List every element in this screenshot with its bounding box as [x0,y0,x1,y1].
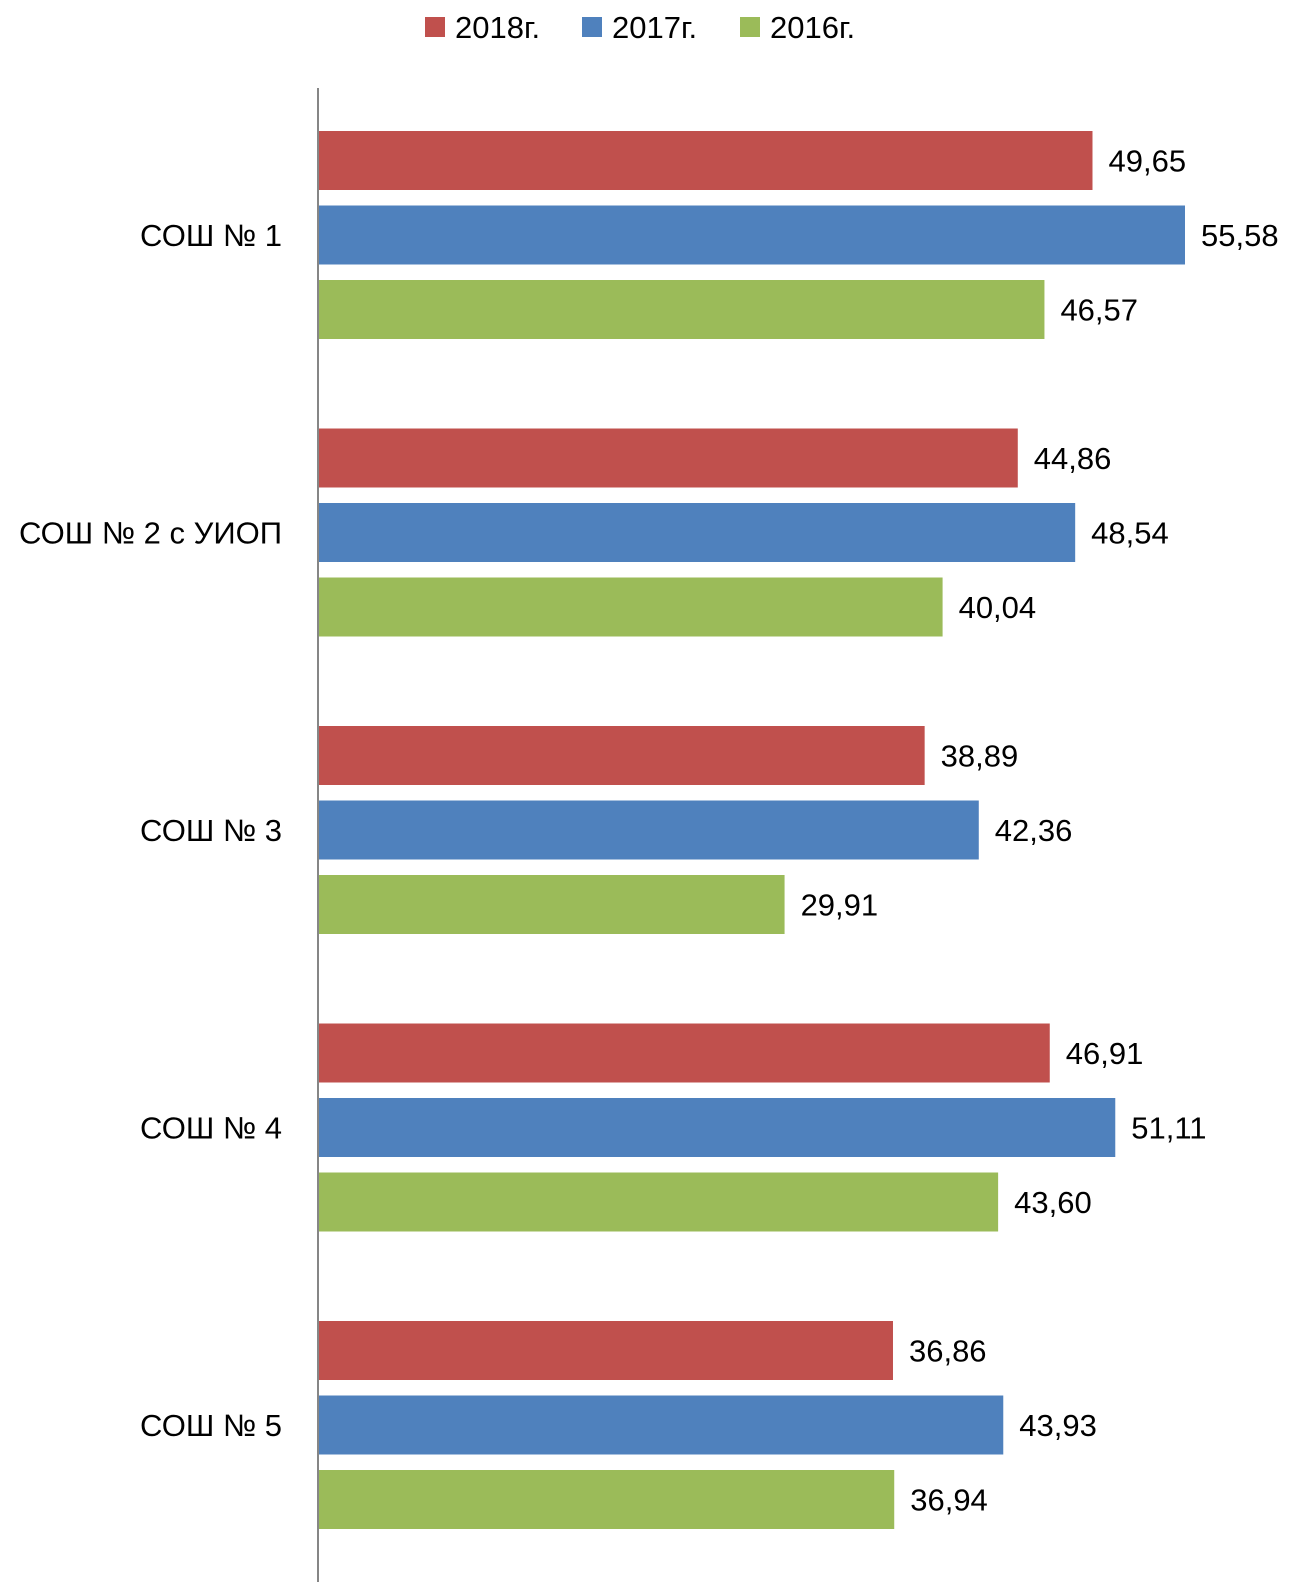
legend-label-2017г: 2017г. [612,10,697,45]
legend-label-2018г: 2018г. [455,10,540,45]
bar-2016г-4 [318,1172,999,1232]
bar-2017г-3 [318,800,979,860]
category-label-4: СОШ № 4 [140,1111,282,1146]
category-label-5: СОШ № 5 [140,1408,282,1443]
data-label-2016г-1: 46,57 [1060,293,1138,328]
bars [318,131,1185,1529]
data-label-2017г-4: 51,11 [1131,1111,1206,1146]
bar-2018г-2 [318,428,1018,488]
data-label-2017г-5: 43,93 [1019,1408,1097,1443]
bar-2018г-4 [318,1023,1050,1083]
legend-swatch-2018г [425,17,445,37]
bar-2016г-3 [318,875,785,934]
bar-2016г-5 [318,1470,895,1529]
data-label-2018г-4: 46,91 [1066,1036,1144,1071]
legend-swatch-2017г [582,17,602,37]
data-label-2018г-1: 49,65 [1108,144,1186,179]
data-label-2018г-5: 36,86 [909,1334,987,1369]
bar-2017г-5 [318,1395,1004,1455]
legend-label-2016г: 2016г. [770,10,855,45]
data-label-2016г-4: 43,60 [1014,1185,1092,1220]
legend-swatch-2016г [740,17,760,37]
value-labels: 49,65 55,58 46,57 44,86 48,54 40,04 38,89 42,36… [801,144,1279,1518]
bar-2016г-1 [318,280,1045,339]
category-label-3: СОШ № 3 [140,813,282,848]
bar-2018г-3 [318,726,925,785]
bar-2016г-2 [318,577,943,637]
data-label-2016г-2: 40,04 [959,590,1037,625]
data-label-2017г-2: 48,54 [1091,516,1169,551]
data-label-2016г-5: 36,94 [910,1483,988,1518]
data-label-2017г-3: 42,36 [995,813,1073,848]
bar-2017г-1 [318,205,1185,265]
bar-2017г-2 [318,503,1076,562]
data-label-2018г-2: 44,86 [1034,441,1112,476]
data-label-2017г-1: 55,58 [1201,218,1279,253]
legend: 2018г. 2017г. 2016г. [425,10,855,45]
bar-2018г-5 [318,1321,893,1380]
bar-2018г-1 [318,131,1093,190]
data-label-2018г-3: 38,89 [941,739,1019,774]
bar-2017г-4 [318,1098,1116,1157]
data-label-2016г-3: 29,91 [801,888,879,923]
category-label-1: СОШ № 1 [140,218,282,253]
category-labels: СОШ № 1 СОШ № 2 с УИОП СОШ № 3 СОШ № 4 СОШ №… [19,218,282,1443]
category-label-2: СОШ № 2 с УИОП [19,516,282,551]
